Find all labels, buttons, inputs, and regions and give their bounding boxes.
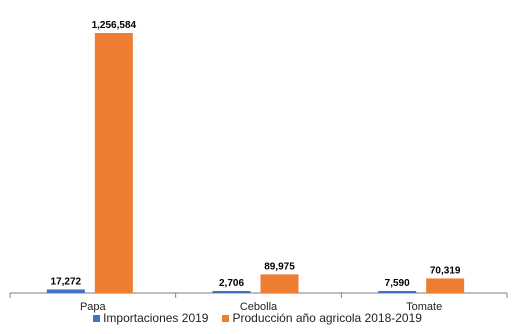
data-label: 2,706 <box>219 278 244 289</box>
bar-tomate-produccion <box>426 278 464 293</box>
bar-cebolla-produccion <box>261 274 299 293</box>
data-label: 7,590 <box>385 278 410 289</box>
legend-swatch-produccion <box>222 315 229 322</box>
legend-item-produccion: Producción año agricola 2018-2019 <box>222 311 421 325</box>
data-label: 70,319 <box>430 265 461 276</box>
bar-papa-importaciones <box>47 289 85 293</box>
legend: Importaciones 2019 Producción año agrico… <box>0 311 515 325</box>
bar-papa-produccion <box>95 33 133 293</box>
legend-label-produccion: Producción año agricola 2018-2019 <box>232 311 421 325</box>
data-label: 89,975 <box>264 261 295 272</box>
data-label: 1,256,584 <box>92 20 137 31</box>
legend-swatch-importaciones <box>93 315 100 322</box>
bar-tomate-importaciones <box>378 291 416 293</box>
bar-cebolla-importaciones <box>213 291 251 293</box>
legend-item-importaciones: Importaciones 2019 <box>93 311 208 325</box>
legend-label-importaciones: Importaciones 2019 <box>103 311 208 325</box>
data-label: 17,272 <box>51 276 82 287</box>
